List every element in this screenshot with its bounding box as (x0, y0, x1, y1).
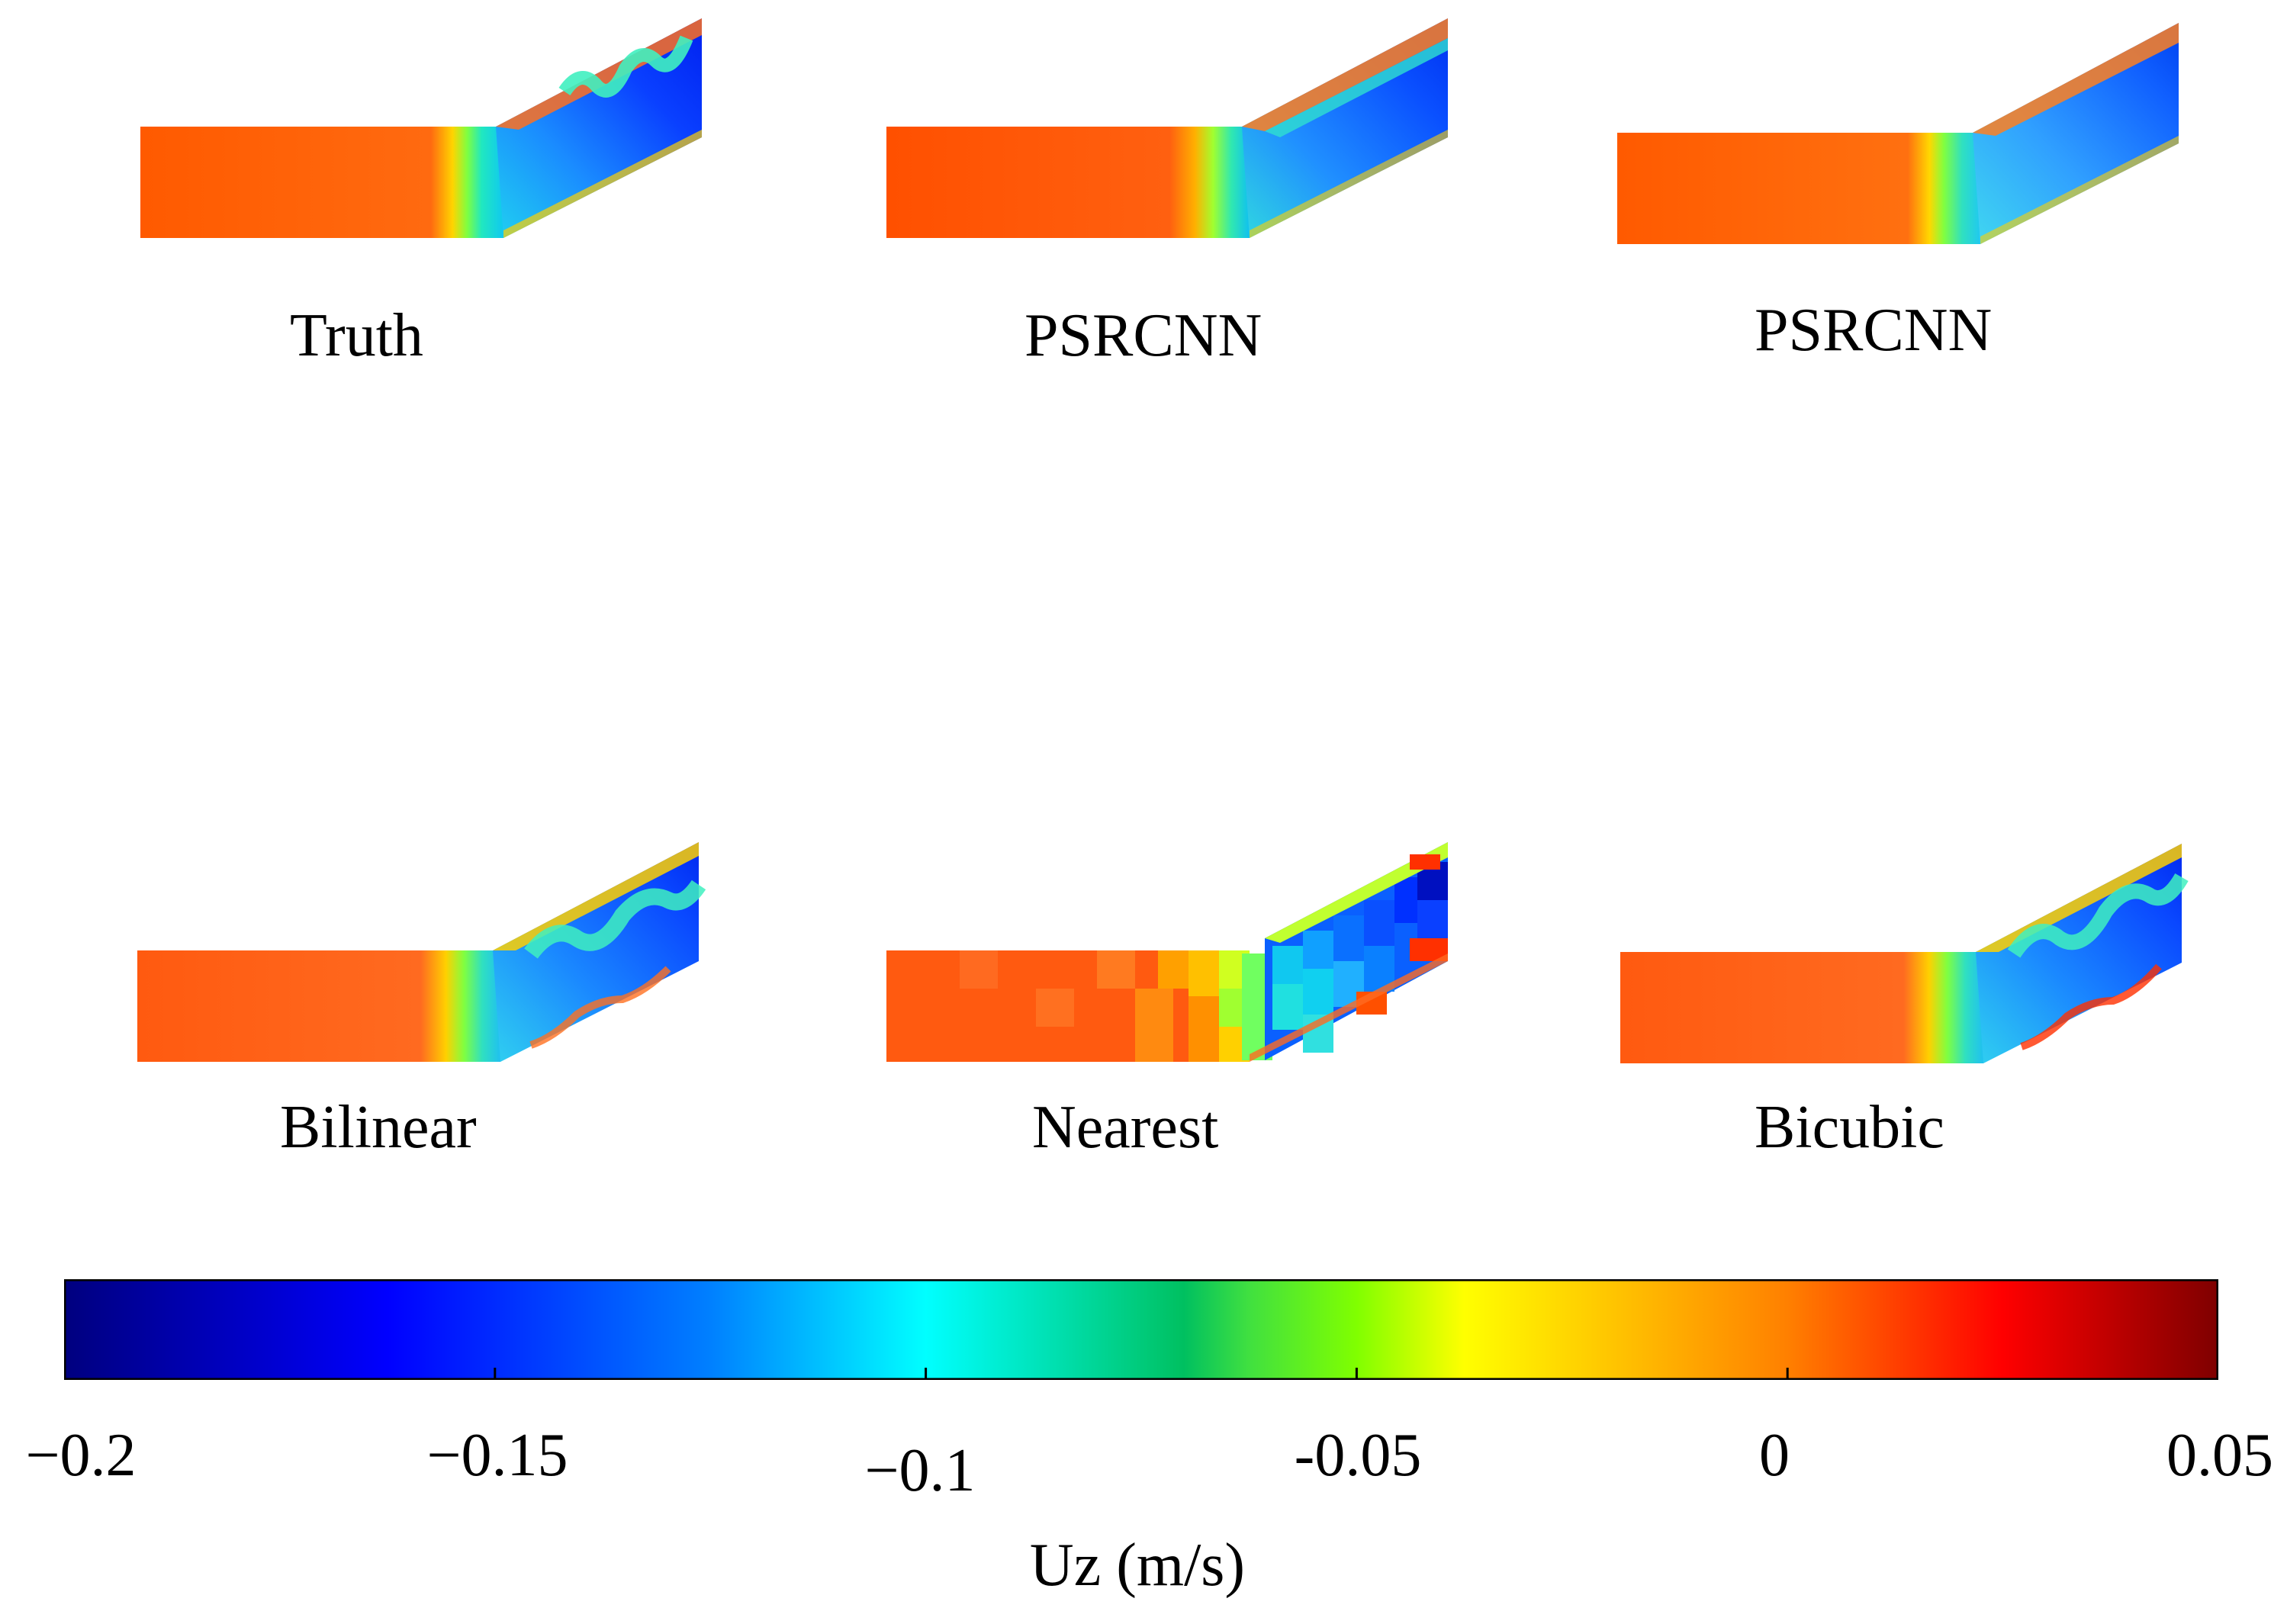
lower-wall-band (1980, 136, 2179, 244)
tick-label: −0.15 (426, 1422, 568, 1489)
panel-label-psrcnn-1: PSRCNN (1024, 302, 1263, 369)
cyan-band (1265, 38, 1448, 137)
panel-label-nearest: Nearest (1032, 1094, 1219, 1161)
colorbar-title: Uz (m/s) (1029, 1532, 1246, 1599)
colorbar-ticks (494, 1368, 1789, 1379)
upper-wall-band (1976, 844, 2182, 952)
horizontal-section (886, 127, 1250, 238)
tick-label: -0.05 (1294, 1422, 1422, 1489)
inclined-section (496, 18, 702, 238)
lower-wave-band (529, 966, 671, 1049)
panel-label-truth: Truth (290, 302, 423, 369)
psrcnn-field-plot-1 (886, 18, 1448, 238)
bicubic-field-plot (1620, 844, 2189, 1063)
upper-wall-band (493, 842, 699, 950)
truth-field-plot (140, 18, 702, 238)
lower-wave-band (2020, 963, 2162, 1050)
inclined-section (1976, 844, 2182, 1063)
panel-psrcnn-field-1 (883, 15, 1463, 252)
inclined-section (1973, 23, 2179, 244)
pixel-blocks (886, 842, 1448, 1062)
bilinear-field-plot (137, 842, 706, 1062)
upper-wall-band (496, 18, 702, 130)
panel-truth-field (137, 15, 717, 252)
lower-wall-band (503, 130, 702, 238)
horizontal-section (1617, 133, 1980, 244)
tick-label: 0 (1759, 1422, 1790, 1489)
horizontal-section (140, 127, 503, 238)
tick-label: −0.2 (25, 1422, 137, 1489)
horizontal-section (1620, 952, 1983, 1063)
inclined-section (493, 842, 699, 1062)
nearest-field-plot (886, 842, 1448, 1062)
panel-label-psrcnn-2: PSRCNN (1755, 297, 1993, 364)
panel-label-bilinear: Bilinear (280, 1094, 477, 1161)
colorbar (64, 1279, 2218, 1380)
wave-band (558, 35, 693, 98)
lower-wall-band (1250, 130, 1448, 238)
wave-band (2007, 873, 2189, 958)
upper-wall-band (1242, 18, 1448, 131)
panel-bilinear-field (134, 839, 714, 1076)
horizontal-section (137, 950, 500, 1062)
panel-label-bicubic: Bicubic (1755, 1094, 1944, 1161)
panel-psrcnn-field-2 (1614, 15, 2194, 252)
colorbar-gradient (64, 1279, 2218, 1380)
upper-wall-band (1973, 23, 2179, 136)
panel-bicubic-field (1617, 839, 2197, 1076)
wave-band (524, 880, 706, 959)
panel-nearest-field (883, 839, 1463, 1076)
tick-label: −0.1 (864, 1437, 976, 1504)
colorbar-svg (64, 1279, 2218, 1380)
tick-label: 0.05 (2166, 1422, 2273, 1489)
psrcnn-field-plot-2 (1617, 23, 2179, 244)
